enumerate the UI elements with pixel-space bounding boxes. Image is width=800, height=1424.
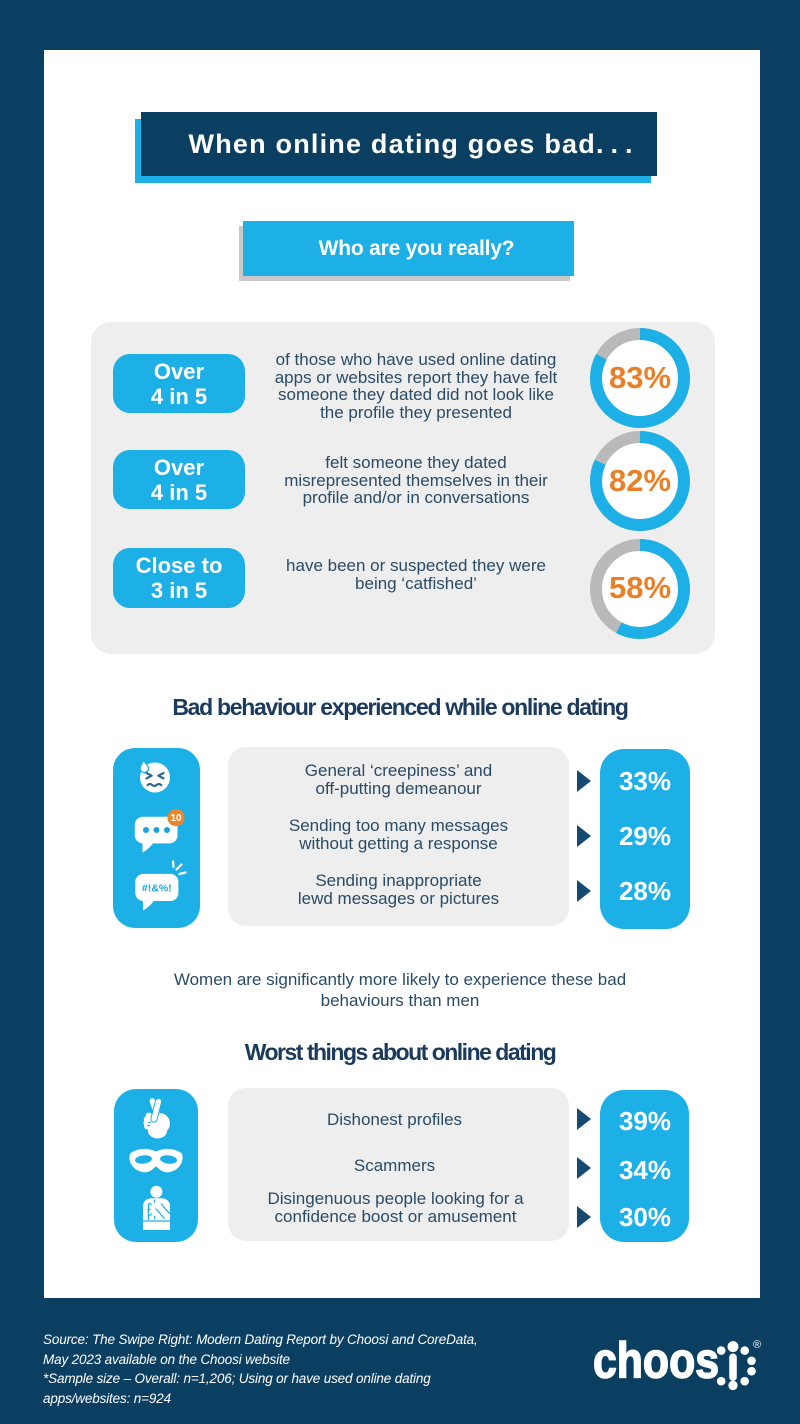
svg-text:®: ®	[753, 1339, 761, 1351]
svg-text:#!&%!: #!&%!	[142, 883, 172, 895]
svg-text:10: 10	[170, 813, 182, 824]
svg-text:choos: choos	[593, 1332, 719, 1388]
